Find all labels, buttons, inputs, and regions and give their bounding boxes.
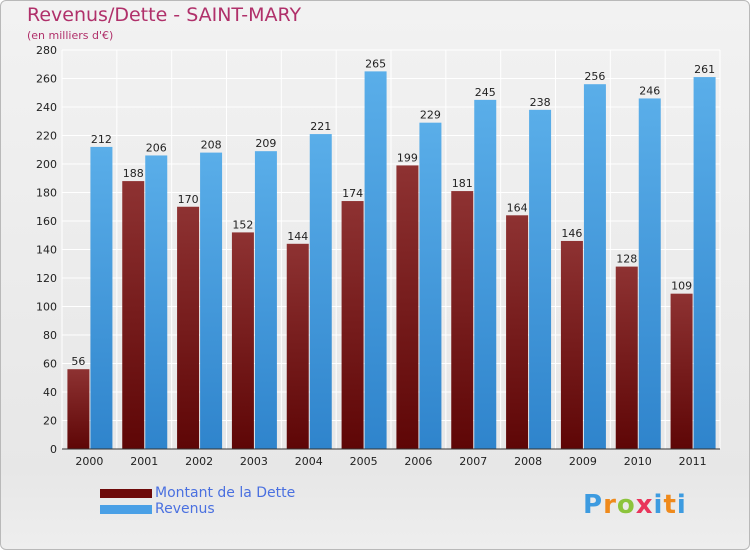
- revenue-value-label: 212: [91, 133, 112, 146]
- brand-letter: P: [583, 490, 604, 520]
- revenue-value-label: 265: [365, 57, 386, 70]
- debt-bar: [451, 191, 474, 449]
- revenue-bar: [693, 77, 716, 449]
- revenue-bar: [254, 151, 277, 450]
- revenue-bar: [638, 98, 661, 449]
- debt-bar: [67, 369, 90, 449]
- revenue-value-label: 256: [584, 70, 605, 83]
- brand-letter: i: [653, 490, 664, 520]
- revenue-value-label: 208: [201, 139, 222, 152]
- debt-bar: [341, 201, 364, 449]
- x-tick-label: 2011: [679, 455, 707, 468]
- y-tick-label: 100: [36, 301, 57, 314]
- debt-value-label: 146: [561, 227, 582, 240]
- revenue-bar: [90, 146, 113, 449]
- revenue-value-label: 206: [146, 141, 167, 154]
- y-tick-label: 60: [43, 358, 57, 371]
- x-tick-label: 2004: [295, 455, 323, 468]
- y-tick-label: 140: [36, 244, 57, 257]
- debt-value-label: 199: [397, 151, 418, 164]
- debt-bar: [177, 206, 200, 449]
- debt-bar: [560, 240, 583, 449]
- revenue-bar: [474, 99, 497, 449]
- debt-bar: [670, 293, 693, 449]
- revenue-bar: [583, 84, 606, 449]
- brand-letter: r: [603, 490, 617, 520]
- brand-letter: o: [616, 490, 636, 520]
- revenue-value-label: 261: [694, 63, 715, 76]
- x-tick-label: 2005: [350, 455, 378, 468]
- proxiti-logo: Proxiti: [583, 490, 687, 520]
- y-tick-label: 0: [50, 443, 57, 456]
- y-tick-label: 20: [43, 415, 57, 428]
- x-tick-label: 2000: [75, 455, 103, 468]
- revenue-value-label: 229: [420, 109, 441, 122]
- revenue-bar: [309, 134, 332, 449]
- y-tick-label: 80: [43, 329, 57, 342]
- debt-bar: [396, 165, 419, 450]
- debt-bar: [615, 266, 638, 449]
- revenue-bar: [200, 152, 223, 449]
- debt-value-label: 128: [616, 253, 637, 266]
- debt-bar: [506, 215, 529, 449]
- revenue-bar: [419, 122, 442, 450]
- legend-swatch-revenue: [100, 505, 152, 514]
- debt-value-label: 181: [452, 177, 473, 190]
- y-tick-label: 260: [36, 73, 57, 86]
- revenue-value-label: 245: [475, 86, 496, 99]
- x-tick-label: 2007: [459, 455, 487, 468]
- debt-value-label: 188: [123, 167, 144, 180]
- debt-value-label: 164: [507, 201, 528, 214]
- brand-letter: i: [676, 490, 687, 520]
- debt-value-label: 144: [287, 230, 308, 243]
- x-tick-label: 2010: [624, 455, 652, 468]
- y-tick-label: 160: [36, 215, 57, 228]
- x-tick-label: 2002: [185, 455, 213, 468]
- revenue-bar: [529, 109, 552, 449]
- legend-label-debt: Montant de la Dette: [155, 485, 296, 501]
- revenue-value-label: 246: [639, 84, 660, 97]
- x-tick-label: 2008: [514, 455, 542, 468]
- y-tick-label: 220: [36, 130, 57, 143]
- revenue-value-label: 238: [530, 96, 551, 109]
- debt-bar: [122, 181, 145, 449]
- brand-letter: x: [635, 490, 654, 520]
- brand-letter: t: [663, 490, 677, 520]
- y-tick-label: 200: [36, 158, 57, 171]
- x-tick-label: 2006: [404, 455, 432, 468]
- y-tick-label: 240: [36, 101, 57, 114]
- revenue-bar: [364, 71, 387, 449]
- debt-bar: [286, 243, 309, 449]
- legend-swatch-debt: [100, 489, 152, 498]
- y-tick-label: 180: [36, 187, 57, 200]
- debt-value-label: 109: [671, 280, 692, 293]
- chart-subtitle: (en milliers d'€): [27, 29, 114, 42]
- x-tick-label: 2003: [240, 455, 268, 468]
- debt-value-label: 174: [342, 187, 363, 200]
- x-tick-label: 2009: [569, 455, 597, 468]
- x-tick-label: 2001: [130, 455, 158, 468]
- debt-value-label: 56: [71, 355, 85, 368]
- chart-title: Revenus/Dette - SAINT-MARY: [27, 4, 302, 26]
- debt-value-label: 170: [178, 193, 199, 206]
- revenue-value-label: 221: [310, 120, 331, 133]
- debt-bar: [231, 232, 254, 449]
- y-tick-label: 120: [36, 272, 57, 285]
- y-tick-label: 280: [36, 44, 57, 57]
- revenue-value-label: 209: [255, 137, 276, 150]
- legend-label-revenue: Revenus: [155, 501, 215, 517]
- debt-value-label: 152: [232, 218, 253, 231]
- y-tick-label: 40: [43, 386, 57, 399]
- revenue-bar: [145, 155, 168, 449]
